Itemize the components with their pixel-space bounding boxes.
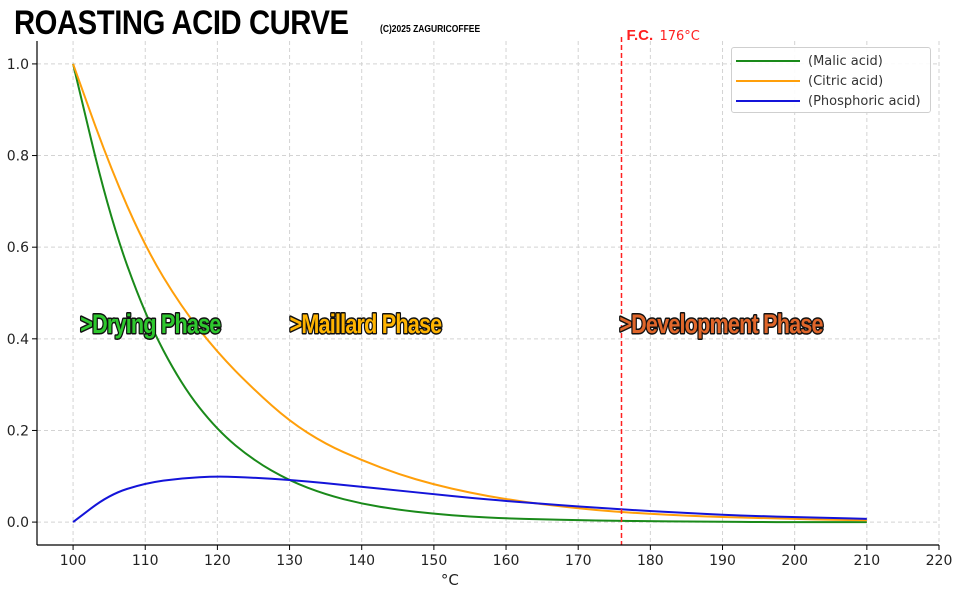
x-tick-label: 100 — [60, 553, 87, 569]
x-tick-label: 120 — [204, 553, 231, 569]
chart-title: ROASTING ACID CURVE — [14, 4, 349, 42]
legend-swatch-phosphoric — [736, 100, 800, 102]
y-tick-label: 0.0 — [7, 515, 29, 531]
legend-swatch-citric — [736, 80, 800, 82]
axes: 100 110 120 130 140 150 160 170 180 190 200 210 220 0… — [7, 41, 953, 589]
x-tick-label: 160 — [493, 553, 520, 569]
legend-swatch-malic — [736, 60, 800, 62]
x-axis-label: °C — [441, 571, 459, 589]
legend-item-phosphoric: (Phosphoric acid) — [736, 91, 921, 111]
first-crack-marker: F.C. 176°C — [620, 27, 700, 545]
y-tick-label: 0.8 — [7, 149, 29, 165]
x-tick-label: 180 — [637, 553, 664, 569]
x-tick-label: 130 — [276, 553, 303, 569]
x-tick-label: 190 — [709, 553, 736, 569]
phase-annotation: >Drying Phase — [80, 310, 220, 340]
y-tick-label: 0.6 — [7, 240, 29, 256]
series-lines — [72, 63, 867, 524]
legend-item-malic: (Malic acid) — [736, 51, 883, 71]
series-line — [72, 63, 867, 524]
series-line — [72, 475, 867, 523]
phase-annotations: >Drying Phase >Maillard Phase >Development… — [79, 309, 825, 341]
legend-label-malic: (Malic acid) — [808, 53, 883, 69]
y-tick-label: 0.4 — [7, 332, 29, 348]
x-tick-label: 170 — [565, 553, 592, 569]
legend: (Malic acid) (Citric acid) (Phosphoric a… — [731, 47, 931, 113]
legend-label-citric: (Citric acid) — [808, 73, 884, 89]
x-tick-label: 220 — [926, 553, 953, 569]
x-tick-label: 150 — [421, 553, 448, 569]
legend-item-citric: (Citric acid) — [736, 71, 883, 91]
y-tick-label: 1.0 — [7, 57, 29, 73]
first-crack-temperature: 176°C — [659, 29, 699, 44]
series-line — [72, 63, 867, 522]
x-tick-label: 110 — [132, 553, 159, 569]
x-tick-label: 210 — [853, 553, 880, 569]
phase-annotation: >Maillard Phase — [290, 310, 442, 340]
x-tick-label: 200 — [781, 553, 808, 569]
chart-copyright: (C)2025 ZAGURICOFFEE — [380, 24, 481, 35]
legend-label-phosphoric: (Phosphoric acid) — [808, 93, 921, 109]
first-crack-label: F.C. — [626, 27, 653, 44]
y-tick-label: 0.2 — [7, 423, 29, 439]
phase-annotation: >Development Phase — [619, 310, 823, 340]
x-tick-label: 140 — [348, 553, 375, 569]
